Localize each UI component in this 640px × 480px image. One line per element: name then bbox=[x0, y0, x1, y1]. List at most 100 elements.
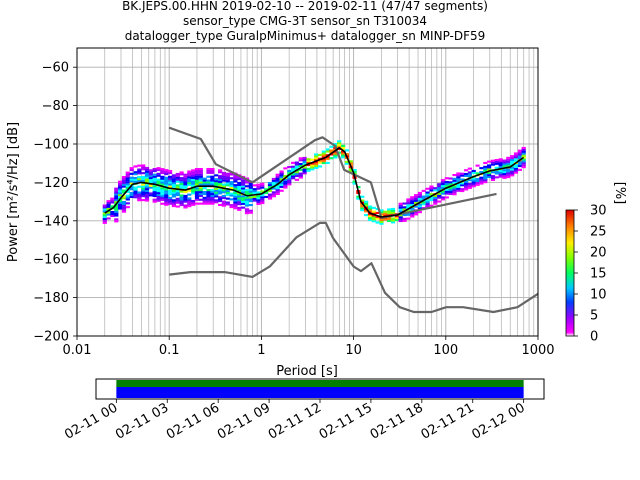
psd-cell bbox=[510, 155, 515, 158]
psd-cell bbox=[513, 163, 519, 166]
psd-cell bbox=[271, 191, 276, 194]
psd-cell bbox=[160, 202, 165, 205]
psd-cell bbox=[148, 169, 153, 172]
psd-cell bbox=[352, 171, 357, 174]
psd-cell bbox=[260, 190, 265, 193]
psd-cell bbox=[179, 182, 184, 185]
psd-cell bbox=[483, 177, 488, 180]
psd-cell bbox=[191, 184, 196, 187]
psd-cell bbox=[371, 212, 376, 215]
psd-cell bbox=[521, 160, 526, 163]
psd-cell bbox=[475, 172, 480, 175]
psd-cell bbox=[229, 181, 234, 184]
psd-cell bbox=[168, 200, 173, 203]
psd-cell bbox=[144, 189, 150, 192]
psd-cell bbox=[471, 185, 476, 188]
psd-cell bbox=[125, 198, 130, 201]
psd-cell bbox=[456, 189, 461, 192]
psd-cell bbox=[444, 177, 449, 180]
psd-cell bbox=[141, 168, 146, 171]
psd-cell bbox=[106, 211, 111, 214]
psd-cell bbox=[156, 190, 161, 193]
psd-cell bbox=[425, 195, 430, 198]
psd-cell bbox=[410, 196, 415, 199]
psd-cell bbox=[233, 195, 238, 198]
psd-cell bbox=[225, 172, 230, 175]
psd-cell bbox=[194, 181, 200, 184]
psd-cell bbox=[218, 175, 223, 178]
colorbar-ticks: 0 5 10 15 20 25 30 bbox=[574, 204, 607, 345]
psd-cell bbox=[233, 207, 238, 210]
psd-cell bbox=[510, 168, 515, 171]
psd-cell bbox=[210, 175, 215, 178]
psd-cell bbox=[364, 214, 369, 217]
time-tick-label: 02-11 18 bbox=[368, 400, 426, 442]
psd-cell bbox=[302, 162, 307, 165]
psd-cell bbox=[506, 158, 511, 161]
psd-cell bbox=[218, 196, 223, 199]
psd-cell bbox=[206, 183, 211, 186]
psd-cell bbox=[294, 174, 299, 177]
psd-cell bbox=[317, 165, 323, 168]
psd-cell bbox=[160, 183, 165, 186]
psd-cell bbox=[237, 193, 242, 196]
psd-cell bbox=[125, 202, 130, 205]
psd-cell bbox=[229, 194, 234, 197]
psd-cell bbox=[410, 215, 415, 218]
psd-cell bbox=[218, 192, 223, 195]
psd-cell bbox=[414, 194, 419, 197]
psd-cell bbox=[417, 197, 422, 200]
psd-cell bbox=[171, 199, 176, 202]
psd-cell bbox=[106, 200, 111, 203]
psd-cell bbox=[241, 202, 246, 205]
psd-cell bbox=[487, 168, 492, 171]
y-tick-label: −180 bbox=[33, 291, 69, 306]
psd-cell bbox=[214, 201, 219, 204]
psd-cell bbox=[171, 182, 176, 185]
psd-cell bbox=[156, 188, 161, 191]
psd-cell bbox=[398, 220, 403, 223]
psd-cell bbox=[375, 215, 380, 218]
psd-cell bbox=[133, 190, 138, 193]
psd-cell bbox=[156, 186, 161, 189]
psd-cell bbox=[202, 198, 207, 201]
psd-cell bbox=[218, 178, 223, 181]
psd-cell bbox=[125, 183, 130, 186]
psd-cell bbox=[114, 201, 119, 204]
psd-cell bbox=[410, 200, 415, 203]
psd-cell bbox=[521, 162, 526, 165]
psd-cell bbox=[194, 202, 200, 205]
psd-cell bbox=[398, 208, 403, 211]
psd-cell bbox=[267, 195, 273, 198]
psd-cell bbox=[225, 178, 230, 181]
psd-cell bbox=[517, 157, 522, 160]
psd-cell bbox=[179, 179, 184, 182]
psd-cell bbox=[283, 175, 288, 178]
psd-cell bbox=[175, 174, 180, 177]
psd-cell bbox=[502, 171, 507, 174]
psd-cell bbox=[194, 194, 200, 197]
psd-cell bbox=[168, 189, 173, 192]
psd-cell bbox=[114, 220, 119, 223]
psd-cell bbox=[194, 196, 200, 199]
psd-cell bbox=[464, 182, 469, 185]
x-tick-label: 100 bbox=[433, 343, 458, 358]
psd-cell bbox=[110, 205, 115, 208]
colorbar-label: [%] bbox=[612, 182, 627, 205]
psd-cell bbox=[410, 207, 415, 210]
psd-cell bbox=[267, 189, 273, 192]
psd-cell bbox=[394, 215, 399, 218]
psd-cell bbox=[229, 177, 234, 180]
psd-cell bbox=[483, 167, 488, 170]
psd-cell bbox=[490, 175, 496, 178]
psd-cell bbox=[210, 183, 215, 186]
psd-cell bbox=[121, 208, 127, 211]
psd-cell bbox=[425, 203, 430, 206]
psd-cell bbox=[390, 217, 396, 220]
psd-cell bbox=[160, 171, 165, 174]
psd-cell bbox=[110, 201, 115, 204]
psd-cell bbox=[114, 195, 119, 198]
psd-cell bbox=[452, 174, 457, 177]
y-tick-label: −160 bbox=[33, 253, 69, 268]
psd-cell bbox=[156, 167, 161, 170]
